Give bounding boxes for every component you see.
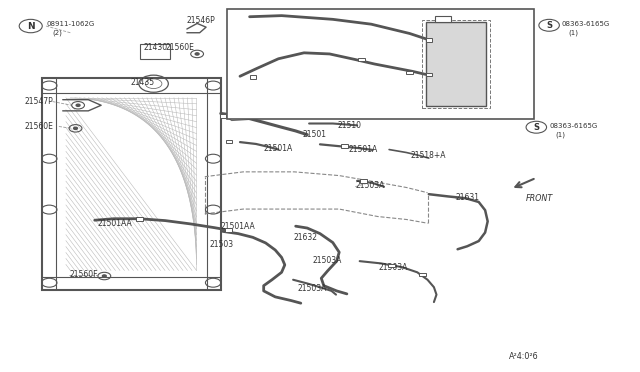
Bar: [426, 22, 486, 106]
Text: (2): (2): [52, 29, 62, 36]
Text: 21430: 21430: [143, 43, 168, 52]
Text: 21516: 21516: [449, 35, 474, 44]
Circle shape: [74, 127, 77, 129]
Bar: [227, 9, 534, 119]
Text: S: S: [546, 21, 552, 30]
Bar: [358, 58, 365, 61]
Text: 21560F: 21560F: [69, 270, 98, 279]
Text: FRONT: FRONT: [526, 194, 554, 203]
Bar: [136, 217, 143, 221]
Text: A²4:0²6: A²4:0²6: [509, 352, 538, 361]
Bar: [388, 264, 395, 267]
Bar: [435, 16, 451, 22]
Text: 21518+B: 21518+B: [456, 79, 491, 88]
Text: 21435: 21435: [131, 78, 155, 87]
Bar: [226, 140, 232, 143]
Text: 21546P: 21546P: [187, 16, 216, 25]
Text: 21547P: 21547P: [24, 97, 53, 106]
Bar: [42, 78, 221, 290]
Text: 21503A: 21503A: [379, 263, 408, 272]
Text: 21501AA: 21501AA: [221, 222, 255, 231]
Circle shape: [76, 104, 80, 106]
Text: 21501E: 21501E: [358, 77, 387, 86]
Bar: [341, 144, 348, 148]
Text: 08911-1062G: 08911-1062G: [46, 21, 94, 27]
Text: 21501A: 21501A: [349, 145, 378, 154]
Text: 21510: 21510: [338, 121, 362, 130]
Bar: [360, 179, 367, 183]
Text: 21631: 21631: [456, 193, 480, 202]
Text: 08363-6165G: 08363-6165G: [549, 123, 597, 129]
Text: 21503: 21503: [210, 240, 234, 249]
Bar: [406, 71, 413, 74]
Text: 21501AA: 21501AA: [97, 219, 132, 228]
Text: 21501E: 21501E: [232, 69, 260, 78]
Text: 08363-6165G: 08363-6165G: [562, 21, 610, 27]
Bar: [250, 75, 256, 79]
Bar: [220, 114, 226, 118]
Text: 21503A: 21503A: [298, 284, 327, 293]
Bar: [426, 73, 432, 76]
Bar: [422, 20, 490, 108]
Text: N: N: [27, 22, 35, 31]
Circle shape: [102, 275, 106, 277]
Text: 21518+A: 21518+A: [411, 151, 446, 160]
Text: 21515: 21515: [351, 14, 375, 23]
Bar: [426, 38, 432, 42]
Text: 21632: 21632: [293, 233, 317, 242]
Text: S: S: [533, 123, 540, 132]
Text: 21560E: 21560E: [165, 43, 194, 52]
Text: 21503A: 21503A: [355, 181, 385, 190]
Text: 21560E: 21560E: [24, 122, 53, 131]
Text: 21501: 21501: [302, 130, 326, 139]
Bar: [225, 228, 232, 232]
Text: (1): (1): [568, 29, 579, 36]
Bar: [419, 273, 426, 276]
Text: (1): (1): [556, 131, 566, 138]
Circle shape: [195, 53, 199, 55]
Bar: [140, 44, 170, 59]
Text: 21501A: 21501A: [264, 144, 293, 153]
Text: 21503A: 21503A: [312, 256, 342, 265]
